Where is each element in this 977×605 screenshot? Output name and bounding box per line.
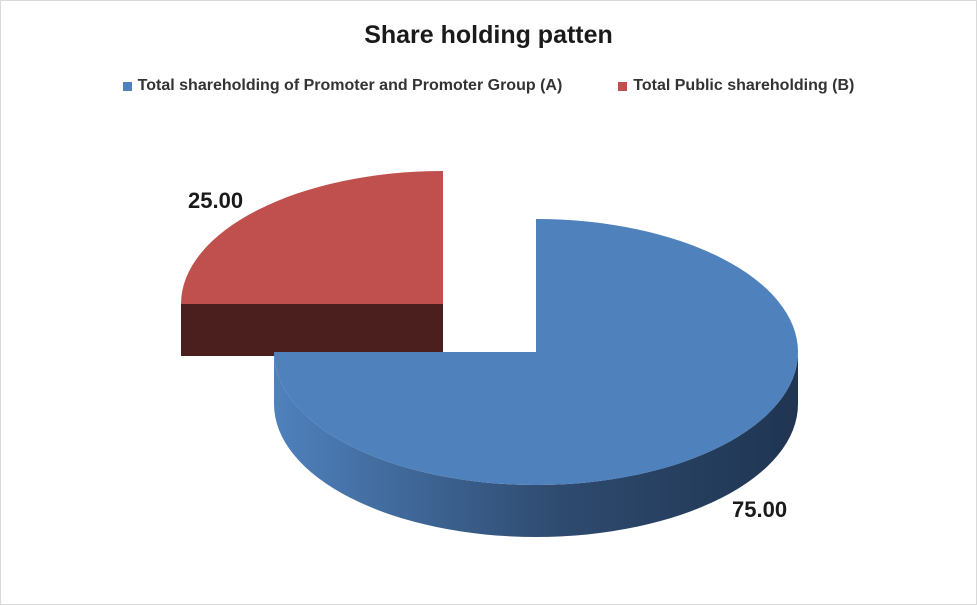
chart-legend: Total shareholding of Promoter and Promo…	[1, 77, 976, 95]
legend-label-public: Total Public shareholding (B)	[633, 77, 855, 94]
legend-item-public: Total Public shareholding (B)	[618, 77, 854, 95]
legend-swatch-public	[618, 81, 628, 91]
legend-swatch-promoter	[122, 81, 132, 91]
data-label-promoter: 75.00	[732, 497, 787, 522]
legend-label-promoter: Total shareholding of Promoter and Promo…	[137, 77, 563, 94]
pie-slice-promoter-side	[274, 352, 798, 537]
legend-item-promoter: Total shareholding of Promoter and Promo…	[122, 77, 563, 95]
pie-slice-promoter	[274, 219, 798, 485]
data-label-public: 25.00	[188, 188, 243, 213]
chart-title: Share holding patten	[364, 21, 613, 49]
pie-slice-public-side	[181, 304, 443, 356]
pie-slice-public	[181, 171, 443, 304]
